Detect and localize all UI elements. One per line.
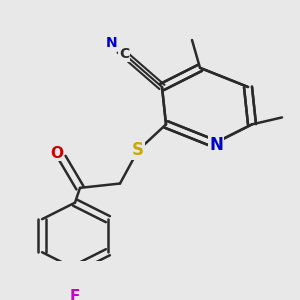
Text: C: C bbox=[119, 47, 129, 61]
Text: N: N bbox=[209, 136, 223, 154]
Text: O: O bbox=[50, 146, 64, 160]
Text: F: F bbox=[70, 289, 80, 300]
Text: S: S bbox=[132, 142, 144, 160]
Text: N: N bbox=[106, 37, 118, 50]
